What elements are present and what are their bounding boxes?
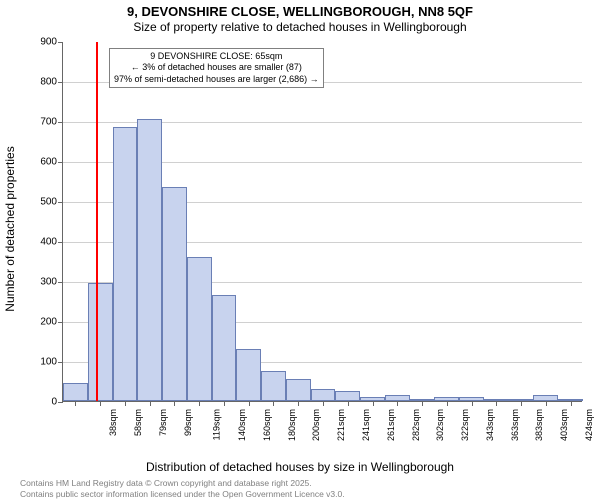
xtick-mark xyxy=(174,401,175,406)
xtick-mark xyxy=(249,401,250,406)
xtick-label: 160sqm xyxy=(262,407,272,441)
xtick-label: 302sqm xyxy=(435,407,445,441)
xtick-label: 79sqm xyxy=(158,407,168,436)
xtick-mark xyxy=(521,401,522,406)
xtick-mark xyxy=(472,401,473,406)
ytick-mark xyxy=(58,42,63,43)
xtick-label: 241sqm xyxy=(361,407,371,441)
ytick-label: 600 xyxy=(40,157,57,168)
xtick-mark xyxy=(447,401,448,406)
ytick-mark xyxy=(58,122,63,123)
histogram-bar xyxy=(212,295,237,401)
xtick-mark xyxy=(273,401,274,406)
ytick-label: 300 xyxy=(40,277,57,288)
annotation-line3: 97% of semi-detached houses are larger (… xyxy=(114,74,319,85)
xtick-label: 261sqm xyxy=(386,407,396,441)
xtick-label: 99sqm xyxy=(183,407,193,436)
xtick-label: 424sqm xyxy=(584,407,594,441)
footnote-1: Contains HM Land Registry data © Crown c… xyxy=(20,478,312,488)
xtick-mark xyxy=(199,401,200,406)
histogram-bar xyxy=(187,257,212,401)
chart-title-line1: 9, DEVONSHIRE CLOSE, WELLINGBOROUGH, NN8… xyxy=(0,4,600,19)
ytick-label: 100 xyxy=(40,357,57,368)
annotation-line1: 9 DEVONSHIRE CLOSE: 65sqm xyxy=(114,51,319,62)
plot-area: 010020030040050060070080090038sqm58sqm79… xyxy=(62,42,582,402)
histogram-bar xyxy=(113,127,138,401)
histogram-bar xyxy=(137,119,162,401)
xtick-mark xyxy=(75,401,76,406)
xtick-label: 322sqm xyxy=(460,407,470,441)
annotation-box: 9 DEVONSHIRE CLOSE: 65sqm ← 3% of detach… xyxy=(109,48,324,88)
xtick-label: 383sqm xyxy=(534,407,544,441)
xtick-label: 343sqm xyxy=(485,407,495,441)
histogram-bar xyxy=(162,187,187,401)
xtick-label: 403sqm xyxy=(559,407,569,441)
histogram-bar xyxy=(261,371,286,401)
ytick-mark xyxy=(58,82,63,83)
xtick-mark xyxy=(546,401,547,406)
histogram-bar xyxy=(63,383,88,401)
x-axis-label: Distribution of detached houses by size … xyxy=(0,460,600,474)
xtick-mark xyxy=(323,401,324,406)
xtick-label: 119sqm xyxy=(212,407,222,440)
xtick-mark xyxy=(150,401,151,406)
histogram-bar xyxy=(236,349,261,401)
ytick-mark xyxy=(58,282,63,283)
xtick-mark xyxy=(571,401,572,406)
ytick-label: 700 xyxy=(40,117,57,128)
xtick-mark xyxy=(125,401,126,406)
ytick-mark xyxy=(58,362,63,363)
xtick-label: 38sqm xyxy=(108,407,118,436)
ytick-mark xyxy=(58,322,63,323)
chart-container: 9, DEVONSHIRE CLOSE, WELLINGBOROUGH, NN8… xyxy=(0,0,600,500)
xtick-label: 140sqm xyxy=(237,407,247,441)
footnote-2: Contains public sector information licen… xyxy=(20,489,345,499)
xtick-mark xyxy=(298,401,299,406)
xtick-label: 363sqm xyxy=(510,407,520,441)
histogram-bar xyxy=(88,283,113,401)
xtick-mark xyxy=(224,401,225,406)
annotation-line2: ← 3% of detached houses are smaller (87) xyxy=(114,62,319,73)
xtick-mark xyxy=(496,401,497,406)
ytick-label: 200 xyxy=(40,317,57,328)
property-marker-line xyxy=(96,42,98,401)
xtick-mark xyxy=(100,401,101,406)
ytick-label: 900 xyxy=(40,37,57,48)
chart-title-line2: Size of property relative to detached ho… xyxy=(0,20,600,34)
ytick-mark xyxy=(58,202,63,203)
ytick-label: 0 xyxy=(51,397,57,408)
histogram-bar xyxy=(286,379,311,401)
xtick-mark xyxy=(348,401,349,406)
xtick-label: 221sqm xyxy=(336,407,346,441)
y-axis-label: Number of detached properties xyxy=(3,146,17,311)
ytick-label: 500 xyxy=(40,197,57,208)
ytick-mark xyxy=(58,402,63,403)
xtick-mark xyxy=(373,401,374,406)
xtick-mark xyxy=(397,401,398,406)
histogram-bar xyxy=(311,389,336,401)
ytick-label: 400 xyxy=(40,237,57,248)
ytick-label: 800 xyxy=(40,77,57,88)
ytick-mark xyxy=(58,162,63,163)
xtick-label: 180sqm xyxy=(287,407,297,441)
xtick-label: 58sqm xyxy=(133,407,143,436)
xtick-mark xyxy=(422,401,423,406)
ytick-mark xyxy=(58,242,63,243)
histogram-bar xyxy=(335,391,360,401)
xtick-label: 200sqm xyxy=(312,407,322,441)
xtick-label: 282sqm xyxy=(411,407,421,441)
